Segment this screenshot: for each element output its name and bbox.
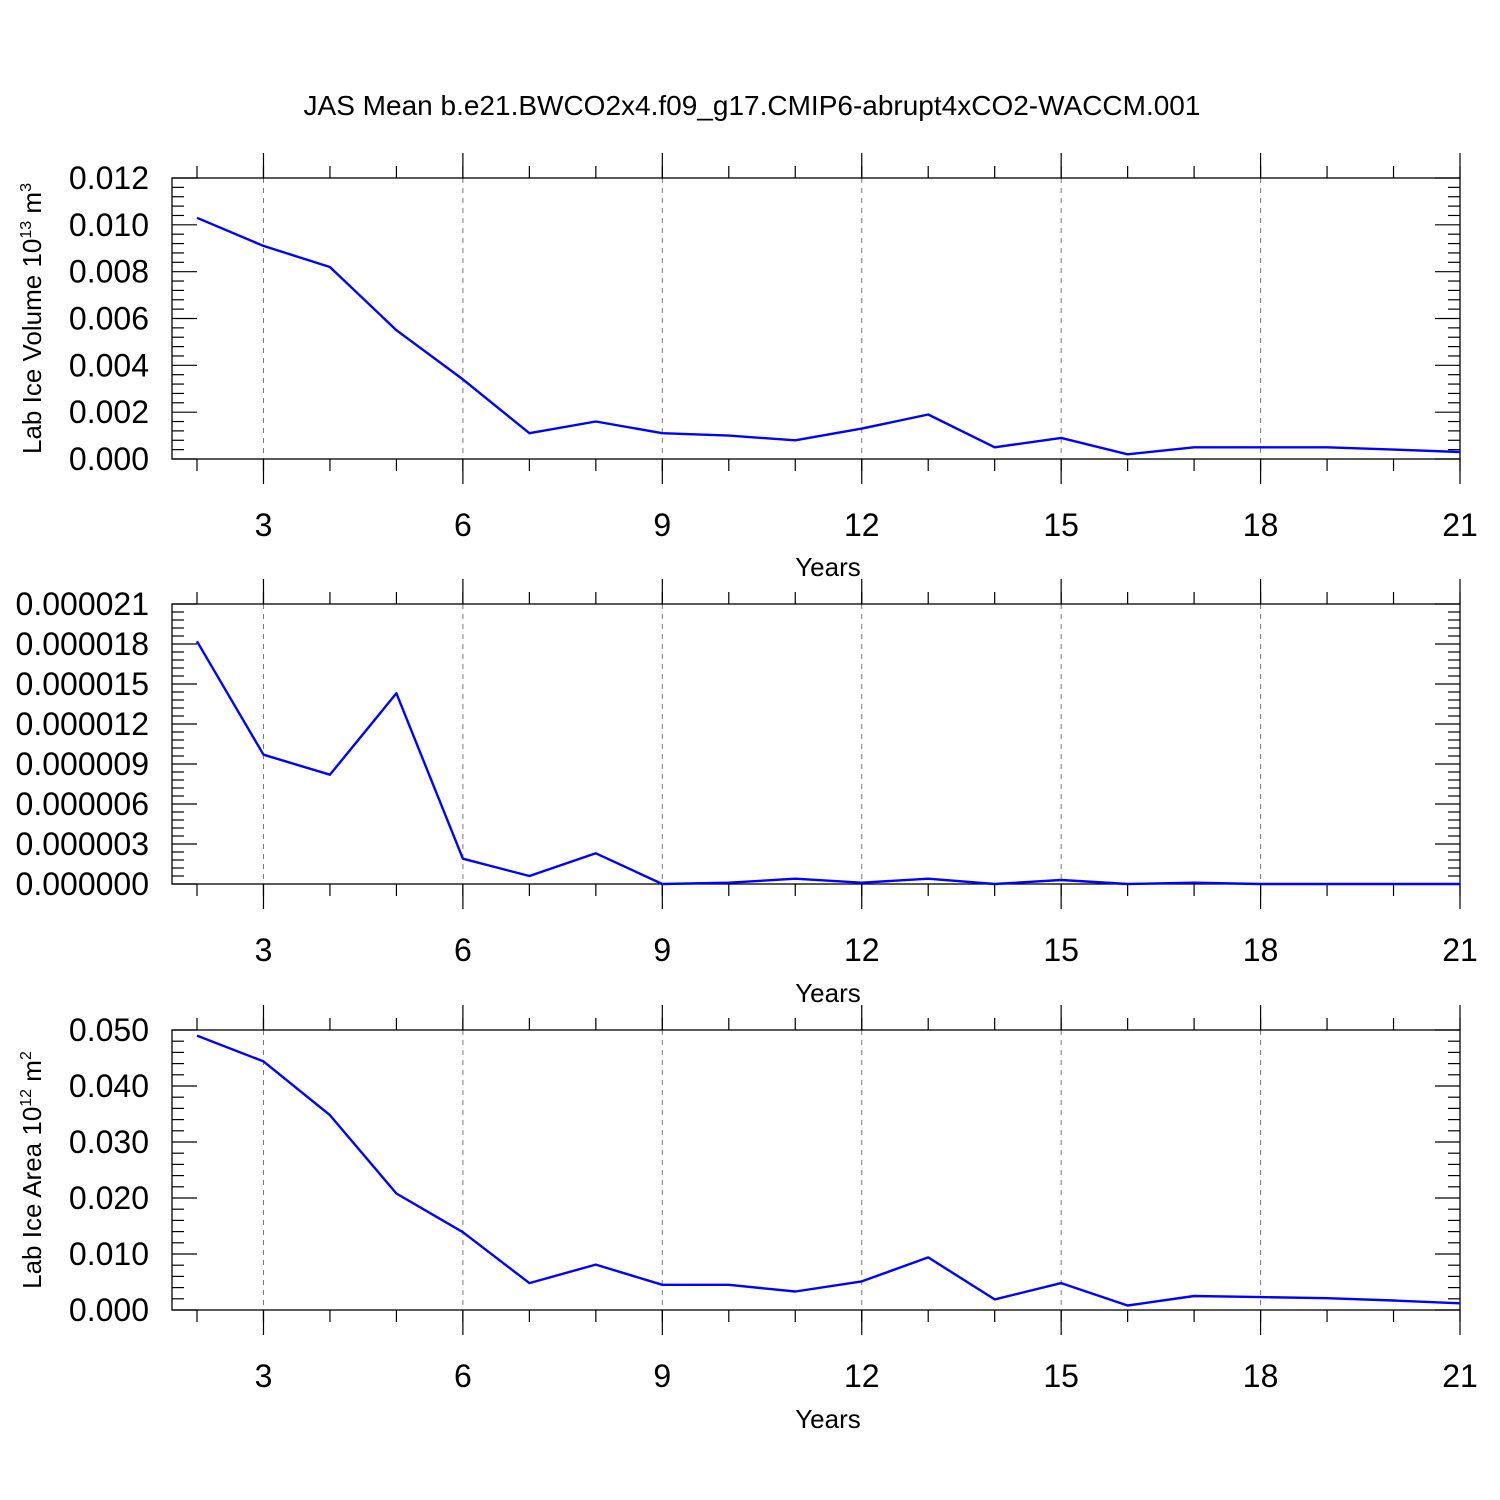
- y-tick-label: 0.008: [69, 254, 149, 290]
- y-tick-label: 0.000018: [16, 626, 149, 662]
- x-tick-label: 3: [255, 507, 273, 543]
- series-line-1: [196, 216, 1461, 456]
- y-tick-label: 0.000: [69, 441, 149, 477]
- y-tick-label: 0.000015: [16, 666, 149, 702]
- y-tick-label: 0.004: [69, 347, 149, 383]
- x-tick-label: 15: [1043, 507, 1079, 543]
- x-tick-label: 6: [454, 507, 472, 543]
- y-axis-label-unit: m: [17, 192, 47, 221]
- y-tick-label: 0.000021: [16, 586, 149, 622]
- plot-frame: [171, 603, 1461, 885]
- y-tick-label: 0.000000: [16, 866, 149, 902]
- x-tick-label: 12: [844, 1358, 880, 1394]
- figure-title: JAS Mean b.e21.BWCO2x4.f09_g17.CMIP6-abr…: [304, 90, 1201, 121]
- y-tick-label: 0.000006: [16, 786, 149, 822]
- y-axis-label: Lab Ice Volume 1013 m3: [17, 183, 47, 454]
- x-tick-label: 9: [653, 507, 671, 543]
- y-tick-label: 0.006: [69, 301, 149, 337]
- y-tick-label: 0.002: [69, 394, 149, 430]
- x-tick-label: 6: [454, 1358, 472, 1394]
- y-axis-label-text: Lab Ice Area 10: [17, 1107, 47, 1289]
- y-tick-label: 0.000003: [16, 826, 149, 862]
- y-tick-label: 0.000012: [16, 706, 149, 742]
- x-tick-label: 9: [653, 1358, 671, 1394]
- y-tick-label: 0.020: [69, 1180, 149, 1216]
- y-tick-label: 0.030: [69, 1124, 149, 1160]
- y-tick-label: 0.000: [69, 1292, 149, 1328]
- y-tick-label: 0.040: [69, 1068, 149, 1104]
- y-tick-label: 0.050: [69, 1012, 149, 1048]
- x-tick-label: 3: [255, 932, 273, 968]
- x-tick-label: 6: [454, 932, 472, 968]
- x-tick-label: 21: [1442, 1358, 1478, 1394]
- series-line-1: [195, 640, 1460, 886]
- y-axis-label-text: Lab Ice Volume 10: [17, 239, 47, 454]
- plot-frame: [171, 1029, 1461, 1311]
- x-tick-label: 18: [1243, 507, 1279, 543]
- x-tick-label: 9: [653, 932, 671, 968]
- chart-panel-2: 3 6 9 12 15 18 21 0.000000 0.000003 0.000006 0.000…: [16, 579, 1478, 1008]
- plot-frame: [171, 177, 1461, 460]
- chart-panel-3: 3 6 9 12 15 18 21 0.000 0.010 0.020 0.030 0.040 0.05…: [17, 1005, 1478, 1434]
- y-axis-label: Lab Ice Area 1012 m2: [17, 1051, 47, 1289]
- x-axis-label: Years: [795, 552, 861, 582]
- y-axis-label-unit-exponent: 2: [18, 1051, 35, 1060]
- y-axis-label-exponent: 12: [18, 1089, 35, 1107]
- chart-panel-1: 3 6 9 12 15 18 21 0.000 0.002 0.004 0.006 0.008 0.01…: [17, 153, 1478, 582]
- x-axis-label: Years: [795, 1404, 861, 1434]
- x-tick-label: 15: [1043, 1358, 1079, 1394]
- x-tick-label: 12: [844, 932, 880, 968]
- x-tick-label: 3: [255, 1358, 273, 1394]
- x-tick-label: 18: [1243, 1358, 1279, 1394]
- x-tick-label: 12: [844, 507, 880, 543]
- y-tick-label: 0.010: [69, 207, 149, 243]
- y-axis-label-unit-exponent: 3: [18, 183, 35, 192]
- x-tick-label: 18: [1243, 932, 1279, 968]
- x-tick-label: 21: [1442, 507, 1478, 543]
- y-tick-label: 0.010: [69, 1236, 149, 1272]
- y-tick-label: 0.012: [69, 160, 149, 196]
- series-line-1: [196, 1034, 1461, 1307]
- x-tick-label: 21: [1442, 932, 1478, 968]
- y-axis-label-unit: m: [17, 1060, 47, 1089]
- x-tick-label: 15: [1043, 932, 1079, 968]
- y-tick-label: 0.000009: [16, 746, 149, 782]
- x-axis-label: Years: [795, 978, 861, 1008]
- y-axis-label-exponent: 13: [18, 221, 35, 239]
